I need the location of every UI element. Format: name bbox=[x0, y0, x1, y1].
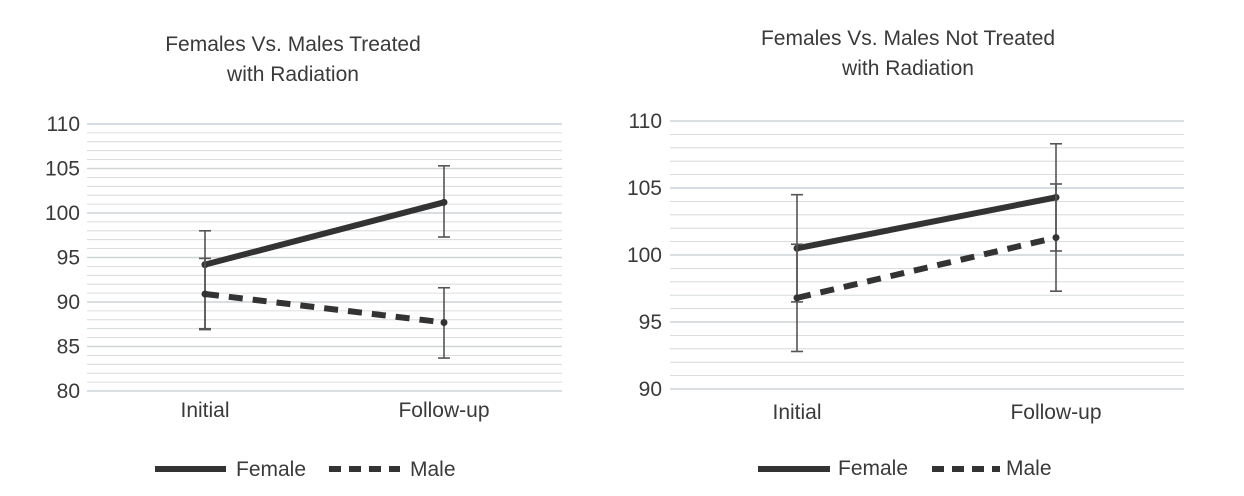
legend: Female Male bbox=[758, 457, 1052, 480]
chart-title-line-2: with Radiation bbox=[226, 63, 359, 86]
data-point-male bbox=[440, 318, 448, 326]
chart-title-line-1: Females Vs. Males Treated bbox=[165, 33, 421, 56]
legend-label-female: Female bbox=[838, 457, 908, 480]
y-tick-label: 105 bbox=[45, 158, 80, 181]
grid bbox=[670, 120, 1184, 390]
x-tick-label-initial: Initial bbox=[772, 401, 821, 424]
chart-title-line-2: with Radiation bbox=[841, 57, 974, 80]
x-tick-label-follow-up: Follow-up bbox=[1010, 401, 1101, 424]
legend-label-male: Male bbox=[410, 458, 456, 481]
data-point-male bbox=[793, 294, 801, 302]
data-point-male bbox=[201, 290, 209, 298]
legend-label-male: Male bbox=[1006, 457, 1052, 480]
grid bbox=[87, 123, 562, 392]
chart-not-treated: Females Vs. Males Not Treated with Radia… bbox=[627, 27, 1184, 480]
y-axis-ticks: 90 95 100 105 110 bbox=[627, 110, 662, 401]
y-tick-label: 100 bbox=[45, 202, 80, 225]
series-marks bbox=[791, 142, 1062, 353]
series-marks bbox=[199, 165, 450, 359]
y-tick-label: 110 bbox=[629, 110, 662, 133]
y-tick-label: 95 bbox=[639, 311, 662, 334]
y-tick-label: 95 bbox=[57, 247, 80, 270]
legend-label-female: Female bbox=[236, 458, 306, 481]
y-tick-label: 80 bbox=[57, 380, 80, 403]
x-tick-label-follow-up: Follow-up bbox=[398, 399, 489, 422]
chart-title-line-1: Females Vs. Males Not Treated bbox=[761, 27, 1055, 50]
series-line-male bbox=[796, 234, 1057, 301]
series-line-female bbox=[202, 199, 447, 268]
legend: Female Male bbox=[155, 458, 456, 481]
y-tick-label: 110 bbox=[47, 113, 80, 136]
data-point-male bbox=[1052, 234, 1060, 242]
y-tick-label: 100 bbox=[627, 244, 662, 267]
y-tick-label: 90 bbox=[639, 378, 662, 401]
chart-treated: Females Vs. Males Treated with Radiation… bbox=[45, 33, 562, 481]
y-axis-ticks: 80 85 90 95 100 105 110 bbox=[45, 113, 80, 403]
series-line-male bbox=[204, 291, 445, 326]
series-line-female bbox=[794, 194, 1059, 252]
y-tick-label: 90 bbox=[57, 291, 80, 314]
y-tick-label: 105 bbox=[627, 177, 662, 200]
x-tick-label-initial: Initial bbox=[180, 399, 229, 422]
y-tick-label: 85 bbox=[57, 336, 80, 359]
data-point-female bbox=[440, 198, 448, 206]
